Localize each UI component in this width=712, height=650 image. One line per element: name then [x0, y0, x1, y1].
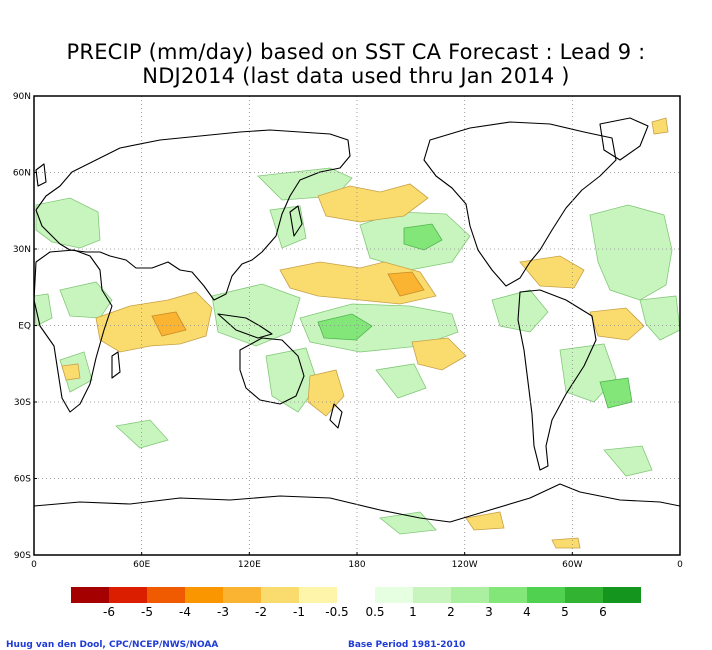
colorbar-label: 3	[485, 605, 493, 619]
coastline-australia	[239, 337, 305, 405]
coastline-south-america	[517, 289, 597, 471]
colorbar-swatch	[147, 587, 185, 603]
colorbar-label: -6	[103, 605, 115, 619]
colorbar: -6 -5 -4 -3 -2 -1 -0.5 0.5 1 2 3 4 5 6	[71, 587, 641, 619]
positive-anomaly-tropical-atlantic	[639, 295, 680, 341]
latitude-tick-label: 90S	[14, 551, 31, 561]
colorbar-swatch	[337, 587, 375, 603]
colorbar-swatch	[603, 587, 641, 603]
latitude-tick-label: EQ	[18, 322, 31, 332]
positive-anomaly-equatorial-pacific	[299, 303, 459, 353]
colorbar-label: -5	[141, 605, 153, 619]
colorbar-label: 6	[599, 605, 607, 619]
positive-anomaly-arabia	[59, 281, 113, 319]
colorbar-label: -4	[179, 605, 191, 619]
negative-anomaly-indian-ocean	[95, 291, 213, 353]
colorbar-label: 2	[447, 605, 455, 619]
colorbar-swatch	[299, 587, 337, 603]
coastline-uk	[35, 163, 47, 187]
chart-title-line-1: PRECIP (mm/day) based on SST CA Forecast…	[66, 40, 646, 64]
coastline-eurasia	[35, 129, 351, 301]
positive-anomaly-southern-ocean-pacific	[379, 511, 437, 535]
negative-anomaly-subtropical-pacific	[279, 261, 437, 305]
longitude-tick-label: 0	[31, 560, 37, 570]
colorbar-swatch	[71, 587, 109, 603]
negative-anomaly-southern-ocean-south-america	[465, 511, 505, 531]
negative-anomaly-africa-south	[61, 363, 81, 381]
colorbar-label: -1	[293, 605, 305, 619]
colorbar-swatch	[185, 587, 223, 603]
positive-anomaly-north-pacific-core	[403, 223, 443, 251]
latitude-tick-label: 30N	[13, 245, 31, 255]
colorbar-swatch	[223, 587, 261, 603]
coastline-indonesia	[217, 313, 273, 339]
negative-anomaly-north-pacific-west	[317, 183, 429, 223]
footer-credit: Huug van den Dool, CPC/NCEP/NWS/NOAA	[6, 640, 219, 650]
positive-anomaly-europe	[35, 197, 101, 249]
colorbar-label: 0.5	[365, 605, 384, 619]
positive-anomaly-equatorial-pacific-core	[317, 313, 373, 341]
coastline-japan	[289, 205, 303, 237]
negative-anomaly-atlantic-equatorial	[589, 307, 645, 341]
latitude-tick-label: 30S	[14, 398, 31, 408]
colorbar-swatch	[451, 587, 489, 603]
colorbar-swatch	[109, 587, 147, 603]
colorbar-label: 5	[561, 605, 569, 619]
negative-anomaly-atlantic-north	[519, 255, 585, 289]
footer-base-period: Base Period 1981-2010	[348, 640, 466, 650]
colorbar-label: -3	[217, 605, 229, 619]
positive-anomaly-central-asia	[257, 167, 353, 201]
colorbar-label: 1	[409, 605, 417, 619]
chart-title-line-2: NDJ2014 (last data used thru Jan 2014 )	[142, 64, 570, 88]
colorbar-label: 4	[523, 605, 531, 619]
longitude-tick-label: 120E	[238, 560, 261, 570]
colorbar-swatch	[565, 587, 603, 603]
longitude-tick-label: 60E	[133, 560, 150, 570]
coastline-new-zealand	[329, 403, 343, 429]
colorbar-swatch	[527, 587, 565, 603]
negative-anomaly-arctic	[651, 117, 669, 135]
longitude-labels: 0 60E 120E 180 120W 60W 0	[31, 552, 683, 570]
colorbar-swatch	[375, 587, 413, 603]
coastline-antarctica	[34, 483, 680, 523]
positive-anomaly-southern-ocean-atlantic	[603, 445, 653, 477]
latitude-tick-label: 60N	[13, 169, 31, 179]
graticule	[34, 96, 680, 555]
longitude-tick-label: 120W	[452, 560, 478, 570]
positive-anomaly-maritime-continent	[211, 283, 301, 347]
negative-anomaly-indian-ocean-core	[151, 311, 187, 337]
colorbar-label: -0.5	[325, 605, 348, 619]
positive-anomaly-north-atlantic	[589, 204, 673, 301]
coastline-greenland	[599, 117, 649, 161]
longitude-tick-label: 180	[348, 560, 365, 570]
colorbar-swatch	[413, 587, 451, 603]
longitude-tick-label: 60W	[562, 560, 582, 570]
coastline-north-america	[423, 121, 617, 287]
positive-anomaly-south-atlantic	[599, 377, 633, 409]
coastline-madagascar	[111, 351, 121, 379]
precip-anomaly-layer	[34, 117, 680, 549]
positive-anomaly-indian-ocean-south	[115, 419, 169, 449]
positive-anomaly-south-central-pacific	[375, 363, 427, 399]
coastline-africa	[34, 249, 113, 413]
latitude-labels: 90N 60N 30N EQ 30S 60S 90S	[13, 92, 37, 561]
colorbar-swatch	[489, 587, 527, 603]
colorbar-label: -2	[255, 605, 267, 619]
coastline-layer	[34, 117, 680, 523]
positive-anomaly-east-asia	[269, 205, 307, 249]
negative-anomaly-subtropical-pacific-core	[387, 271, 425, 297]
colorbar-swatch	[261, 587, 299, 603]
latitude-tick-label: 90N	[13, 92, 31, 102]
negative-anomaly-southern-ocean-drake	[551, 537, 581, 549]
negative-anomaly-central-pacific-south	[411, 337, 467, 371]
longitude-tick-label: 0	[677, 560, 683, 570]
latitude-tick-label: 60S	[14, 475, 31, 485]
